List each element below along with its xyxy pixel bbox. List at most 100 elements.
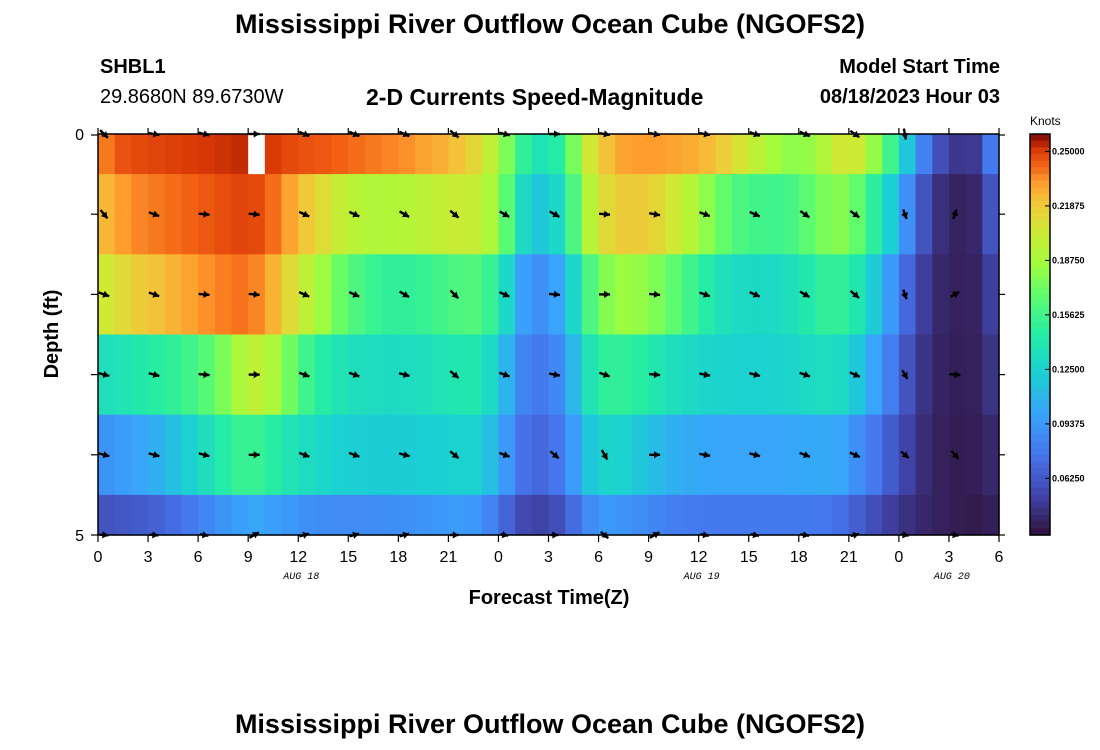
x-tick-label: 3 <box>144 549 153 566</box>
heatmap-cell <box>314 174 333 255</box>
colorbar-segment <box>1030 187 1050 195</box>
x-tick-label: 3 <box>544 549 553 566</box>
heatmap-cell <box>681 254 700 336</box>
arrow-head <box>951 209 958 217</box>
heatmap-cell <box>481 254 500 336</box>
colorbar-segment <box>1030 508 1050 516</box>
colorbar-segment <box>1030 347 1050 356</box>
heatmap-cell <box>381 134 399 175</box>
current-arrow <box>298 451 310 458</box>
arrow-head <box>752 210 760 218</box>
arrow-head <box>253 210 260 218</box>
arrow-head <box>152 290 160 298</box>
current-arrow <box>98 290 110 298</box>
current-arrow <box>799 451 811 458</box>
current-arrow <box>799 210 810 219</box>
heatmap-cell <box>415 414 433 496</box>
arrow-head <box>302 451 310 458</box>
heatmap-cell <box>581 134 600 175</box>
heatmap-cell <box>481 174 500 255</box>
x-tick-label: 18 <box>389 549 407 566</box>
x-tick-label: 9 <box>644 549 653 566</box>
arrow-head <box>502 210 510 218</box>
heatmap-cell <box>832 174 850 255</box>
arrow-head <box>203 290 210 298</box>
heatmap-cell <box>581 174 600 255</box>
arrow-head <box>152 210 160 218</box>
current-arrow <box>148 290 160 298</box>
colorbar-segment <box>1030 408 1050 416</box>
heatmap-cell <box>448 494 466 536</box>
heatmap-cell <box>181 334 199 416</box>
current-arrow <box>98 451 110 459</box>
heatmap-cell <box>515 414 533 496</box>
heatmap-cell <box>915 134 933 175</box>
arrow-head <box>451 291 459 299</box>
colorbar-segment <box>1030 474 1050 483</box>
heatmap-cell <box>782 334 800 416</box>
current-arrow <box>148 210 160 218</box>
heatmap-cell <box>631 254 650 336</box>
heatmap-cell <box>181 494 199 536</box>
heatmap-cell <box>331 134 349 175</box>
colorbar-segment <box>1030 521 1050 529</box>
current-arrow <box>198 371 210 379</box>
current-arrow <box>600 449 609 461</box>
current-arrow <box>348 210 360 218</box>
arrow-head <box>602 371 610 378</box>
heatmap-cell <box>465 174 483 255</box>
heatmap-cell <box>515 174 533 255</box>
heatmap-cell <box>331 494 349 536</box>
x-tick-label: 3 <box>944 549 953 566</box>
colorbar-segment <box>1030 301 1050 309</box>
arrow-head <box>603 210 610 218</box>
colorbar-segment <box>1030 194 1050 202</box>
current-arrow <box>298 371 310 378</box>
current-arrow <box>499 210 510 218</box>
x-tick-label: 18 <box>790 549 808 566</box>
arrow-head <box>502 290 510 298</box>
heatmap-cell <box>898 494 917 536</box>
heatmap-cells <box>98 134 1000 536</box>
colorbar-tick-label: 0.15625 <box>1052 310 1085 320</box>
heatmap-cell <box>164 414 183 496</box>
colorbar-segment <box>1030 234 1050 242</box>
current-arrow <box>449 370 460 380</box>
arrow-head <box>654 451 661 459</box>
heatmap-cell <box>148 134 166 175</box>
current-arrow <box>900 450 910 459</box>
heatmap-cell <box>782 414 800 496</box>
current-arrow <box>348 290 360 298</box>
colorbar-segment <box>1030 200 1050 209</box>
heatmap-cell <box>214 254 233 336</box>
heatmap-cell <box>715 414 733 496</box>
heatmap-cell <box>531 254 550 336</box>
current-arrow <box>98 371 110 378</box>
arrow-head <box>653 371 661 379</box>
heatmap-cell <box>314 254 333 336</box>
heatmap-cell <box>581 334 600 416</box>
heatmap-cell <box>114 334 132 416</box>
arrow-head <box>752 290 760 298</box>
heatmap-cell <box>965 174 983 255</box>
heatmap-cell <box>631 414 650 496</box>
heatmap-cell <box>631 334 650 416</box>
current-arrow <box>749 371 761 378</box>
heatmap-cell <box>364 134 383 175</box>
heatmap-cell <box>681 134 700 175</box>
heatmap-cell <box>648 494 666 536</box>
heatmap-cell <box>465 494 483 536</box>
heatmap-chart: 0 3 6 9 12 15 18 21 0 3 6 9 12 15 18 21 0 3 6 05 AUG 18 AUG… <box>41 114 1085 609</box>
heatmap-cell <box>131 254 149 336</box>
colorbar-segment <box>1030 267 1050 275</box>
date-label: AUG 18 <box>282 572 319 583</box>
heatmap-cell <box>932 334 950 416</box>
colorbar-segment <box>1030 361 1050 369</box>
arrow-head <box>703 210 710 218</box>
heatmap-cell <box>865 414 883 496</box>
arrow-head <box>302 371 310 378</box>
heatmap-cell <box>732 174 750 255</box>
heatmap-cell <box>665 414 683 496</box>
heatmap-cell <box>565 414 583 496</box>
heatmap-cell <box>331 334 349 416</box>
